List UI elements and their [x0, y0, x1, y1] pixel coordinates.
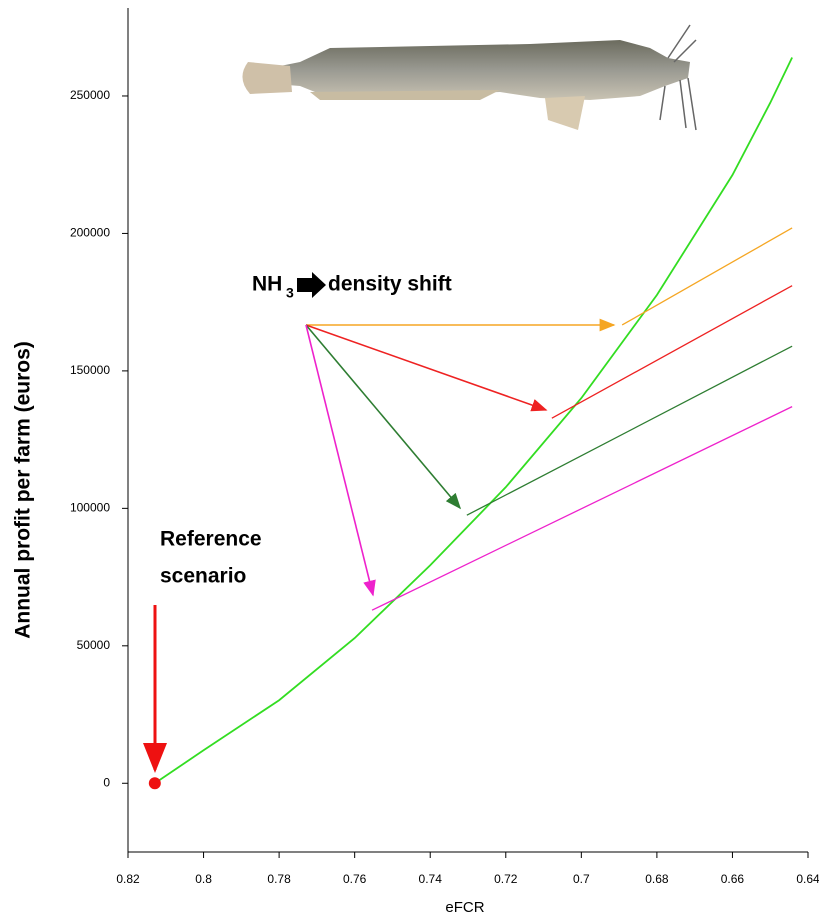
series-line	[371, 406, 793, 611]
x-tick-label: 0.78	[267, 872, 291, 886]
y-tick-label: 0	[103, 775, 110, 789]
x-tick-label: 0.7	[573, 872, 590, 886]
annotation: NH	[252, 273, 282, 296]
series-line	[621, 227, 793, 326]
annotation-arrow-glyph	[297, 272, 326, 298]
series-line	[466, 345, 793, 516]
y-tick-label: 150000	[70, 363, 110, 377]
annotation: scenario	[160, 565, 246, 588]
annotation-subscript: 3	[286, 285, 294, 301]
x-tick-label: 0.64	[796, 872, 819, 886]
series-line	[154, 57, 793, 785]
y-tick-label: 200000	[70, 226, 110, 240]
x-axis-label: eFCR	[445, 899, 484, 916]
x-tick-label: 0.82	[116, 872, 140, 886]
y-tick-label: 50000	[77, 638, 111, 652]
fish-illustration	[242, 24, 697, 131]
x-tick-label: 0.76	[343, 872, 367, 886]
x-tick-label: 0.72	[494, 872, 518, 886]
annotation: Reference	[160, 528, 262, 551]
reference-point	[148, 777, 161, 790]
y-axis-label: Annual profit per farm (euros)	[12, 341, 35, 639]
y-tick-label: 100000	[70, 501, 110, 515]
annotation: density shift	[328, 273, 452, 296]
series-line	[551, 285, 793, 419]
arrows	[143, 318, 616, 773]
x-tick-label: 0.8	[195, 872, 212, 886]
x-tick-label: 0.68	[645, 872, 669, 886]
x-tick-label: 0.74	[419, 872, 443, 886]
x-tick-label: 0.66	[721, 872, 745, 886]
y-tick-label: 250000	[70, 88, 110, 102]
